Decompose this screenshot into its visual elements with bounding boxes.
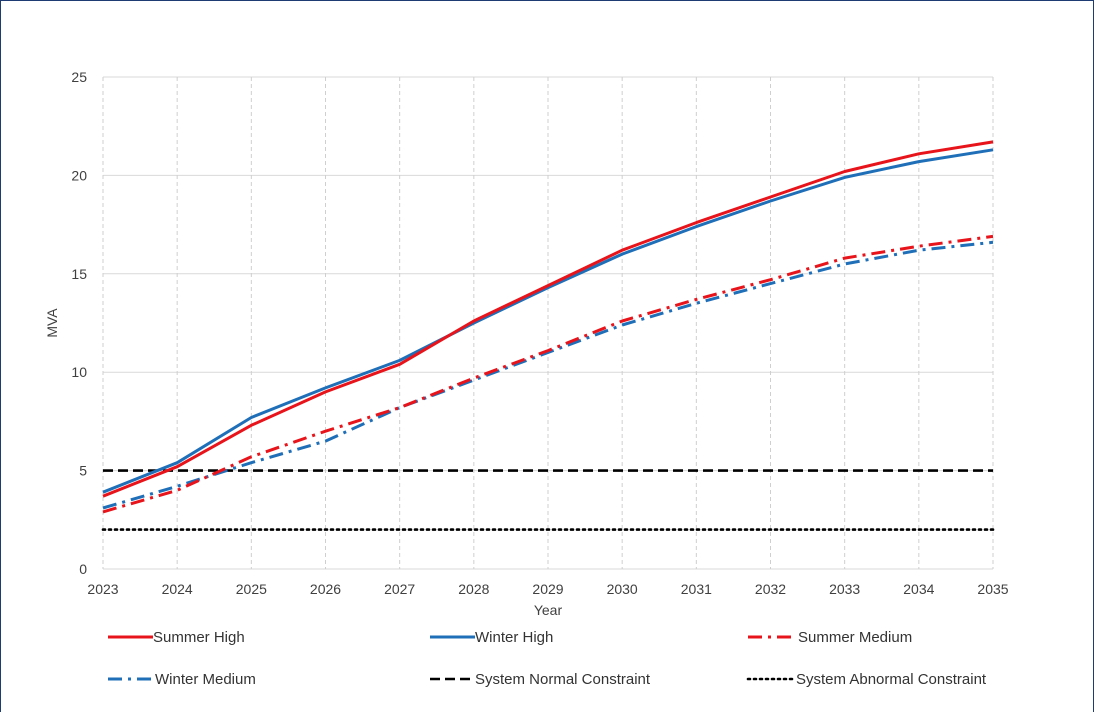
series-line-winter-high [102,148,994,494]
x-tick-label: 2025 [236,581,267,597]
x-axis-title: Year [534,602,563,618]
x-tick-label: 2031 [681,581,712,597]
legend-item-summer-medium: Summer Medium [748,629,912,646]
y-tick-label: 20 [71,167,87,183]
x-tick-label: 2035 [977,581,1008,597]
legend-label: System Normal Constraint [475,671,651,688]
x-tick-label: 2034 [903,581,934,597]
x-tick-label: 2032 [755,581,786,597]
y-tick-label: 25 [71,69,87,85]
legend-label: Winter Medium [155,671,256,688]
legend-label: System Abnormal Constraint [796,671,987,688]
x-axis-tick-labels: 2023 2024 2025 2026 2027 2028 2029 2030 2031 2032… [87,581,1008,597]
legend-item-winter-medium: Winter Medium [108,671,256,688]
series-line-summer-medium [102,234,994,514]
y-tick-label: 5 [79,463,87,479]
legend-item-summer-high: Summer High [108,629,245,646]
legend-item-winter-high: Winter High [430,629,553,646]
x-tick-label: 2027 [384,581,415,597]
grid-lines [102,76,994,570]
series-lines [101,140,995,531]
x-tick-label: 2023 [87,581,118,597]
y-tick-label: 0 [79,561,87,577]
series-line-summer-high [102,140,994,498]
y-tick-label: 10 [71,364,87,380]
x-tick-label: 2030 [607,581,638,597]
legend-item-system-abnormal-constraint: System Abnormal Constraint [746,671,987,688]
y-tick-label: 15 [71,266,87,282]
legend-label: Summer Medium [798,629,912,646]
x-tick-label: 2026 [310,581,341,597]
legend-label: Winter High [475,629,553,646]
x-tick-label: 2024 [162,581,193,597]
legend-label: Summer High [153,629,245,646]
y-axis-tick-labels: 0 5 10 15 20 25 [71,69,87,577]
x-tick-label: 2028 [458,581,489,597]
x-tick-label: 2033 [829,581,860,597]
y-axis-title: MVA [44,308,60,338]
legend: Summer High Winter High Summer Medium Winte… [108,629,987,688]
series-line-winter-medium [102,240,994,510]
x-tick-label: 2029 [532,581,563,597]
legend-item-system-normal-constraint: System Normal Constraint [430,671,651,688]
